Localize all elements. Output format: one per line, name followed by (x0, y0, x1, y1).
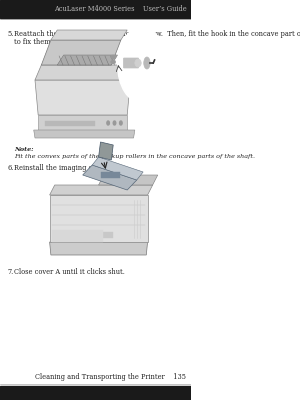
Polygon shape (35, 80, 130, 115)
Bar (100, 172, 120, 178)
Ellipse shape (135, 59, 141, 67)
Text: Reattach the pickup rollers as shown below.  Then, fit the hook in the concave p: Reattach the pickup rollers as shown bel… (14, 30, 300, 38)
Polygon shape (50, 242, 148, 255)
Bar (44, 121, 95, 126)
Text: to fix them.: to fix them. (14, 38, 53, 46)
Bar (52, 230, 103, 242)
Text: Cleaning and Transporting the Printer    135: Cleaning and Transporting the Printer 13… (35, 373, 186, 381)
Polygon shape (35, 65, 137, 80)
Text: Note:: Note: (14, 147, 34, 152)
Polygon shape (92, 157, 143, 180)
Circle shape (120, 121, 122, 125)
Ellipse shape (144, 57, 150, 69)
Text: 7.: 7. (8, 268, 14, 276)
FancyBboxPatch shape (123, 58, 139, 68)
Polygon shape (50, 185, 153, 195)
Text: 5.: 5. (8, 30, 14, 38)
Text: Reinstall the imaging cartridge.: Reinstall the imaging cartridge. (14, 164, 122, 172)
Ellipse shape (111, 60, 116, 64)
Polygon shape (99, 142, 113, 160)
Text: AcuLaser M4000 Series    User’s Guide: AcuLaser M4000 Series User’s Guide (54, 5, 186, 13)
Circle shape (118, 27, 166, 103)
Polygon shape (41, 40, 121, 65)
Text: Fit the convex parts of the pickup rollers in the concave parts of the shaft.: Fit the convex parts of the pickup rolle… (14, 154, 255, 159)
Text: 6.: 6. (8, 164, 14, 172)
Bar (0, 0, 191, 18)
Circle shape (107, 121, 110, 125)
Bar (56, 232, 113, 238)
Circle shape (113, 121, 116, 125)
Ellipse shape (111, 55, 116, 59)
Polygon shape (51, 30, 127, 40)
Polygon shape (99, 175, 158, 185)
Text: Close cover A until it clicks shut.: Close cover A until it clicks shut. (14, 268, 125, 276)
Polygon shape (38, 115, 127, 130)
Polygon shape (83, 165, 137, 190)
Polygon shape (34, 130, 135, 138)
Bar (0, 386, 191, 400)
Polygon shape (57, 55, 118, 65)
Polygon shape (50, 195, 148, 242)
